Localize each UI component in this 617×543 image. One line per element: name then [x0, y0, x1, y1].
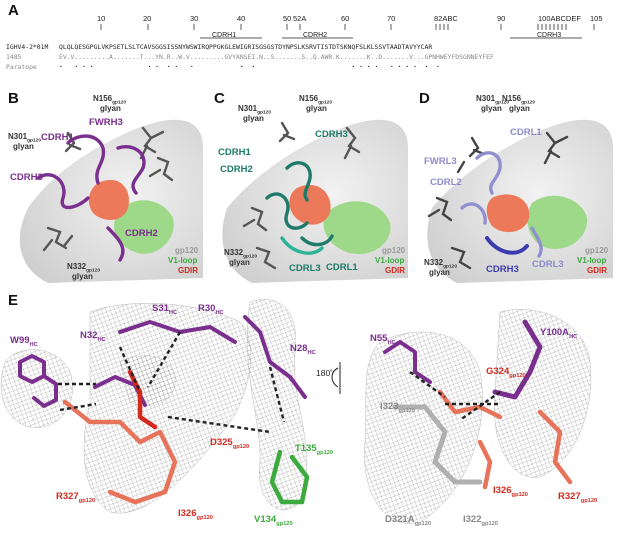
r30-label: R30HC	[198, 303, 224, 316]
cdrl3-label: CDRL3	[289, 263, 321, 274]
cdrh1-label: CDRH1	[218, 147, 251, 158]
cdrh3-annotation: CDRH3	[537, 32, 562, 39]
n156-label: N156gp120	[502, 94, 535, 106]
germline-sequence: QLQLQESGPGLVKPSETLSLTCAVSGGSISSNYWSWIRQP…	[59, 43, 433, 51]
antibody-label: 1485	[6, 53, 22, 61]
n156-glyan: glyan	[306, 104, 327, 113]
density-map-image	[1, 299, 591, 524]
i323-label: I323gp120	[380, 401, 415, 414]
n332-glyan: glyan	[429, 268, 450, 277]
w99-label: W99HC	[10, 335, 38, 348]
v134-label: V134gp120	[254, 514, 293, 527]
n301-glyan: glyan	[13, 142, 34, 151]
i322-label: I322gp120	[463, 514, 498, 527]
n32-label: N32HC	[80, 330, 106, 343]
panel-letter-a: A	[8, 2, 19, 19]
panel-letter-d: D	[419, 90, 430, 107]
n156-glyan: glyan	[509, 104, 530, 113]
n332-label: N332gp120	[224, 248, 257, 260]
tick-marks	[100, 24, 595, 30]
rotation-label: 180˚	[316, 368, 334, 378]
fwrh3-label: FWRH3	[89, 117, 123, 128]
position-label: 100ABCDEF	[538, 14, 581, 23]
cdrh1-label: CDRH1	[41, 132, 74, 143]
s31-label: S31HC	[152, 303, 178, 316]
position-label: 105	[590, 14, 603, 23]
gdir-legend: GDIR	[587, 266, 607, 275]
n301-label: N301gp120	[476, 94, 509, 106]
germline-label: IGHV4-2*01M	[6, 43, 49, 51]
cdrh1-annotation: CDRH1	[212, 32, 237, 39]
position-label: 10	[97, 14, 106, 23]
n301-label: N301gp120	[238, 104, 271, 116]
n332-label: N332gp120	[67, 262, 100, 274]
cdrh3-label: CDRH3	[315, 129, 348, 140]
n156-label: N156gp120	[299, 94, 332, 106]
paratope-marks: . . . . . . . . . . . . . . . . . . . . …	[59, 61, 440, 69]
v1loop-legend: V1-loop	[577, 256, 607, 265]
position-label: 30	[190, 14, 199, 23]
n301-glyan: glyan	[481, 104, 502, 113]
gp120-legend: gp120	[175, 246, 199, 255]
cdrh2-label: CDRH2	[220, 164, 253, 175]
structure-image-c	[222, 119, 408, 283]
position-label: 52A	[293, 14, 307, 23]
r327-label: R327gp120	[56, 491, 96, 504]
gdir-legend: GDIR	[385, 266, 405, 275]
position-label: 40	[237, 14, 246, 23]
cdrl1-label: CDRL1	[326, 262, 358, 273]
n332-glyan: glyan	[72, 272, 93, 281]
antibody-sequence: EV.V.........A.......T...YN.R..W.V......…	[59, 53, 494, 61]
d325-label: D325gp120	[210, 437, 250, 450]
cdrh2-label: CDRH2	[125, 228, 158, 239]
r327-right-label: R327gp120	[558, 491, 598, 504]
panel-letter-b: B	[8, 90, 19, 107]
paratope-label: Paratope	[6, 63, 37, 71]
cdr-bars	[200, 37, 582, 39]
position-label: 90	[497, 14, 506, 23]
n332-label: N332gp120	[424, 258, 457, 270]
structure-image-d	[427, 119, 613, 283]
cdrh3-label: CDRH3	[10, 172, 43, 183]
v1loop-legend: V1-loop	[168, 256, 198, 265]
gdir-legend: GDIR	[178, 266, 198, 275]
n28-label: N28HC	[290, 343, 316, 356]
panel-letter-e: E	[8, 292, 19, 309]
n156-glyan: glyan	[100, 104, 121, 113]
gp120-legend: gp120	[382, 246, 406, 255]
panel-letter-c: C	[214, 90, 225, 107]
structure-image-b	[19, 119, 203, 283]
i326-right-label: I326gp120	[493, 485, 528, 498]
cdrl1-label: CDRL1	[510, 127, 542, 138]
d321a-label: D321Agp120	[385, 514, 432, 527]
position-label: 82ABC	[434, 14, 458, 23]
position-label: 20	[143, 14, 152, 23]
y100a-label: Y100AHC	[540, 327, 578, 340]
gp120-legend: gp120	[585, 246, 609, 255]
n156-label: N156gp120	[93, 94, 126, 106]
cdrl3-label: CDRL3	[532, 259, 564, 270]
g324-label: G324gp120	[486, 366, 526, 379]
n332-glyan: glyan	[229, 258, 250, 267]
position-label: 60	[341, 14, 350, 23]
cdrh2-annotation: CDRH2	[303, 32, 328, 39]
fwrl3-label: FWRL3	[424, 156, 457, 167]
cdrl2-label: CDRL2	[430, 177, 462, 188]
n301-label: N301gp120	[8, 132, 41, 144]
v1loop-legend: V1-loop	[375, 256, 405, 265]
n301-glyan: glyan	[243, 114, 264, 123]
position-label: 50	[283, 14, 292, 23]
position-label: 70	[387, 14, 396, 23]
i326-label: I326gp120	[178, 508, 213, 521]
cdrh3-label: CDRH3	[486, 264, 519, 275]
t135-label: T135gp120	[295, 443, 334, 456]
n55-label: N55HC	[370, 333, 396, 346]
